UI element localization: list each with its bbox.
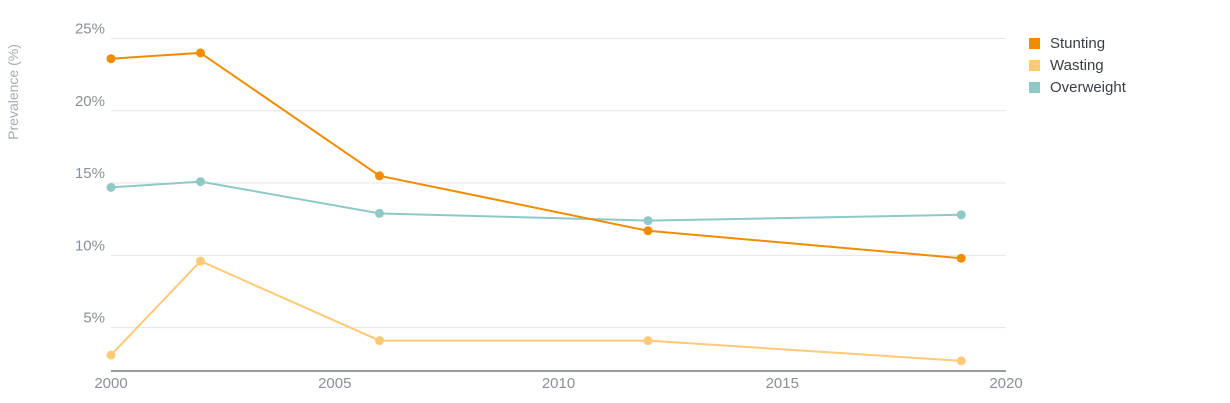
legend-swatch (1029, 60, 1040, 71)
data-point-stunting[interactable] (196, 48, 205, 58)
y-tick-label: 10% (75, 237, 105, 254)
data-point-overweight[interactable] (106, 182, 116, 192)
legend-label: Wasting (1050, 57, 1104, 74)
y-tick-label: 15% (75, 165, 105, 182)
x-tick-label: 2010 (542, 375, 575, 392)
data-point-wasting[interactable] (643, 336, 653, 346)
series-line-stunting (110, 51, 962, 260)
series-line-wasting (110, 260, 962, 362)
data-point-wasting[interactable] (106, 350, 116, 360)
legend-swatch (1029, 82, 1040, 93)
data-point-stunting[interactable] (106, 54, 116, 64)
y-tick-label: 25% (75, 20, 105, 37)
series-overweight (106, 177, 966, 226)
x-tick-label: 2020 (989, 375, 1022, 392)
x-tick-label: 2005 (318, 375, 351, 392)
data-point-overweight[interactable] (643, 216, 653, 226)
data-point-wasting[interactable] (196, 256, 205, 266)
legend-item-wasting[interactable]: Wasting (1029, 57, 1104, 74)
data-point-wasting[interactable] (956, 356, 966, 366)
series-lines (106, 48, 966, 366)
y-axis-title: Prevalence (%) (5, 44, 21, 140)
legend-item-overweight[interactable]: Overweight (1029, 79, 1127, 96)
axes: 5% 10% 15% 20% 25% 2000 2005 2010 2015 2020 (75, 20, 1023, 392)
series-line-overweight (110, 180, 962, 222)
data-point-overweight[interactable] (375, 208, 384, 218)
legend-label: Overweight (1050, 79, 1127, 96)
y-tick-label: 5% (83, 310, 105, 327)
legend: Stunting Wasting Overweight (1029, 35, 1127, 96)
series-stunting (106, 48, 966, 263)
data-point-wasting[interactable] (375, 336, 384, 346)
data-point-stunting[interactable] (956, 253, 966, 263)
legend-label: Stunting (1050, 35, 1105, 52)
legend-swatch (1029, 38, 1040, 49)
x-tick-label: 2000 (94, 375, 127, 392)
x-tick-label: 2015 (766, 375, 799, 392)
y-tick-label: 20% (75, 93, 105, 110)
data-point-stunting[interactable] (643, 226, 653, 236)
data-point-overweight[interactable] (956, 210, 966, 220)
data-point-stunting[interactable] (375, 171, 384, 181)
legend-item-stunting[interactable]: Stunting (1029, 35, 1105, 52)
series-wasting (106, 256, 966, 366)
grid-lines (111, 37, 1006, 329)
data-point-overweight[interactable] (196, 177, 205, 187)
